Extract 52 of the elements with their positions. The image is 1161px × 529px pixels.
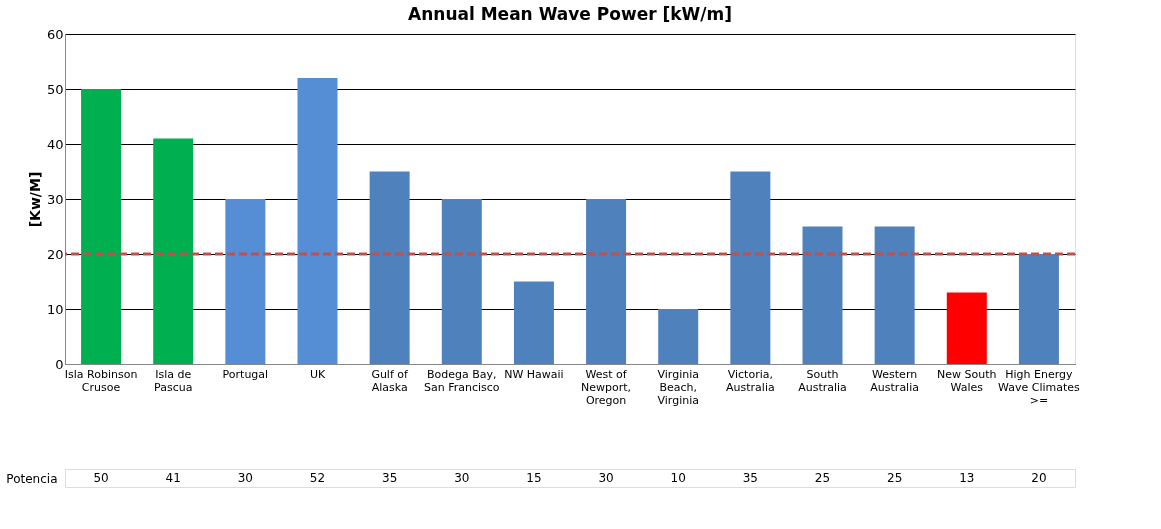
y-tick-label: 60 <box>46 26 64 42</box>
y-axis-title: [Kw/M] <box>26 171 43 228</box>
x-tick-label: NW Hawaii <box>504 367 564 381</box>
data-label: 52 <box>309 471 326 485</box>
x-tick-label: Portugal <box>222 367 269 381</box>
x-tick-label: Western Australia <box>870 367 919 394</box>
bar <box>586 199 627 364</box>
data-label: 10 <box>670 471 686 485</box>
bar <box>441 199 482 364</box>
bar <box>802 226 843 364</box>
bar <box>730 171 771 364</box>
bar <box>946 292 987 364</box>
data-label: 35 <box>382 471 398 485</box>
data-label: 20 <box>1031 471 1047 485</box>
data-label: 50 <box>93 471 109 485</box>
bar <box>153 138 194 364</box>
bar <box>81 89 122 364</box>
bar <box>513 281 554 364</box>
x-tick-label: Isla Robinson Crusoe <box>64 367 138 394</box>
chart-title: Annual Mean Wave Power [kW/m] <box>408 4 732 24</box>
data-label: 13 <box>959 471 975 485</box>
y-tick-label: 40 <box>46 136 64 152</box>
data-label: 30 <box>237 471 253 485</box>
x-tick-label: West of Newport, Oregon <box>581 367 632 407</box>
y-tick-label: 20 <box>46 246 64 262</box>
x-tick-label: High Energy Wave Climates >= <box>998 367 1081 407</box>
x-tick-label: UK <box>309 367 326 381</box>
bar <box>658 309 699 364</box>
x-tick-label: Gulf of Alaska <box>371 367 410 394</box>
data-label: 15 <box>526 471 542 485</box>
x-tick-label: South Australia <box>798 367 847 394</box>
x-tick-label: New South Wales <box>937 367 997 394</box>
bar <box>225 199 266 364</box>
y-tick-label: 0 <box>55 356 64 372</box>
y-tick-label: 50 <box>46 81 64 97</box>
data-label: 25 <box>887 471 903 485</box>
x-tick-label: Bodega Bay, San Francisco <box>424 367 500 394</box>
data-label: 30 <box>598 471 614 485</box>
y-tick-label: 30 <box>46 191 64 207</box>
bar <box>1018 254 1059 364</box>
data-label: 30 <box>454 471 470 485</box>
x-tick-label: Virginia Beach, Virginia <box>657 367 699 407</box>
x-tick-label: Victoria, Australia <box>726 367 775 394</box>
bar <box>297 78 338 364</box>
bar <box>874 226 915 364</box>
data-label: 41 <box>165 471 181 485</box>
y-tick-label: 10 <box>46 301 64 317</box>
data-label: 35 <box>742 471 758 485</box>
bar <box>369 171 410 364</box>
text: Potencia <box>6 471 58 486</box>
data-label: 25 <box>814 471 831 485</box>
x-tick-label: Isla de Pascua <box>154 367 193 394</box>
